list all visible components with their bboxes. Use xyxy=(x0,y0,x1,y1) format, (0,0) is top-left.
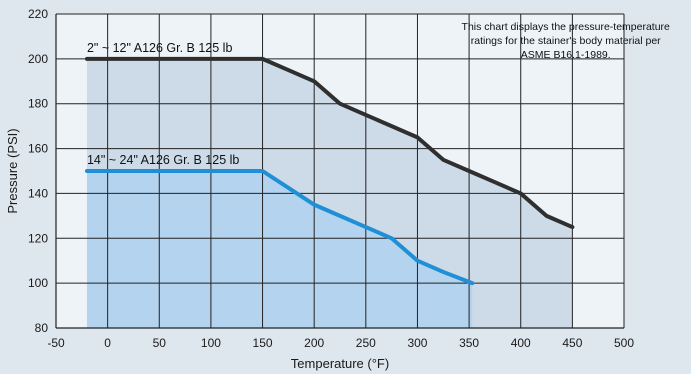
x-tick-labels: -50 0 50 100 150 200 250 300 350 400 450 500 xyxy=(47,336,634,350)
y-tick-label: 120 xyxy=(28,231,48,245)
x-axis-title: Temperature (°F) xyxy=(291,356,389,371)
series-label-1: 2" ~ 12" A126 Gr. B 125 lb xyxy=(87,41,232,55)
series-lines xyxy=(84,56,575,286)
y-tick-label: 140 xyxy=(28,186,48,200)
y-axis-title: Pressure (PSI) xyxy=(5,128,20,213)
axes xyxy=(55,14,624,329)
y-tick-labels: 80 100 120 140 160 180 200 220 xyxy=(28,7,48,335)
y-tick-label: 200 xyxy=(28,52,48,66)
x-tick-label: 0 xyxy=(104,336,111,350)
x-tick-label: 450 xyxy=(562,336,582,350)
x-tick-label: 500 xyxy=(614,336,634,350)
x-tick-label: 150 xyxy=(253,336,273,350)
series-line-2 xyxy=(84,169,475,286)
series-fill-2 xyxy=(86,171,473,328)
y-tick-label: 160 xyxy=(28,142,48,156)
y-tick-label: 100 xyxy=(28,276,48,290)
x-tick-label: 200 xyxy=(304,336,324,350)
y-tick-label: 220 xyxy=(28,7,48,21)
series-label-2: 14" ~ 24" A126 Gr. B 125 lb xyxy=(87,153,239,167)
chart-annotation: This chart displays the pressure-tempera… xyxy=(462,21,670,61)
annotation-line: This chart displays the pressure-tempera… xyxy=(462,21,670,33)
x-tick-label: 50 xyxy=(153,336,167,350)
x-tick-label: 350 xyxy=(459,336,479,350)
y-tick-label: 180 xyxy=(28,97,48,111)
x-tick-label: 400 xyxy=(511,336,531,350)
x-tick-label: 100 xyxy=(201,336,221,350)
series-labels: 2" ~ 12" A126 Gr. B 125 lb 14" ~ 24" A126… xyxy=(87,41,239,167)
x-tick-label: 250 xyxy=(356,336,376,350)
series-line-1 xyxy=(84,56,575,230)
x-tick-label: 300 xyxy=(407,336,427,350)
annotation-line: ASME B16.1-1989. xyxy=(521,49,611,61)
annotation-line: ratings for the stainer's body material … xyxy=(471,35,661,47)
y-tick-label: 80 xyxy=(35,321,49,335)
x-tick-label: -50 xyxy=(47,336,65,350)
